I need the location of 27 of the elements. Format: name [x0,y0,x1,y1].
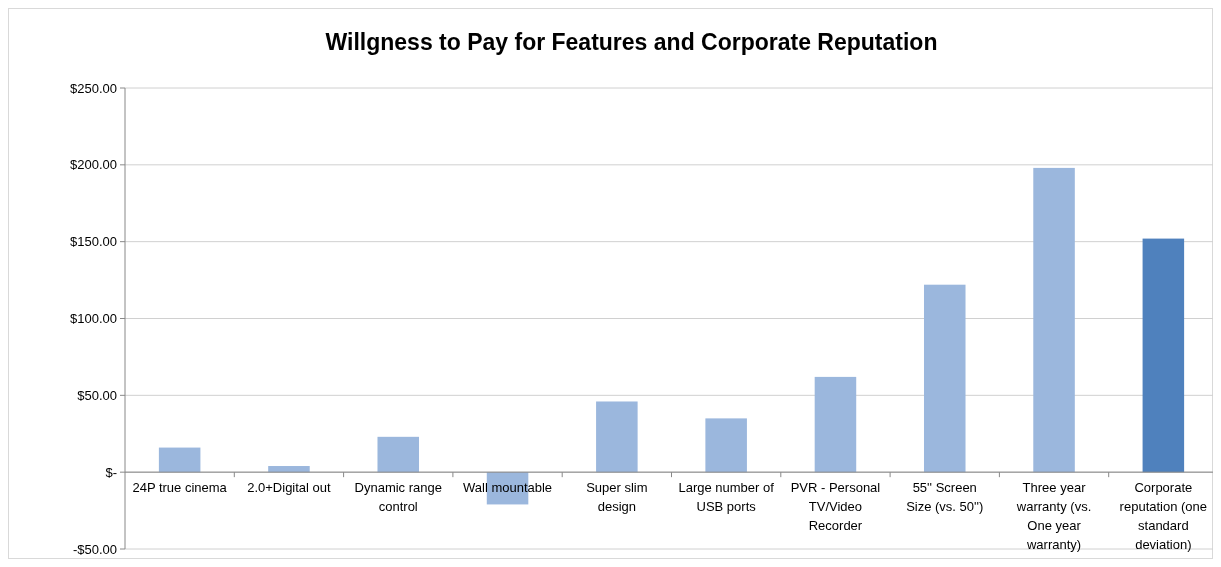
y-tick-label: -$50.00 [72,541,117,557]
x-tick-label: PVR - Personal TV/Video Recorder [790,480,881,534]
bar [268,466,310,473]
y-tick-label: $250.00 [70,80,117,96]
y-tick-label: $150.00 [70,234,117,250]
x-tick-label: 2.0+Digital out [247,480,332,496]
x-tick-label: Super slim design [586,480,648,515]
bar [1142,238,1185,473]
y-tick-label: $200.00 [70,157,117,173]
x-tick-label: Large number of USB ports [678,480,775,515]
bar [1033,167,1075,473]
x-tick-label: Corporate reputation (one standard deviation) [1119,480,1208,553]
x-tick-label: Three year warranty (vs. One year warranty) [1015,480,1092,553]
x-tick-label: Dynamic range control [354,480,442,515]
y-tick-label: $- [105,464,117,480]
bar [158,447,201,473]
bar [923,284,966,473]
bar [377,436,420,473]
x-tick-label: Wall mountable [462,480,553,496]
y-tick-label: $100.00 [70,311,117,327]
bar [596,401,638,473]
x-tick-label: 24P true cinema [132,480,228,496]
y-tick-label: $50.00 [77,387,117,403]
x-tick-label: 55'' Screen Size (vs. 50'') [906,480,984,515]
chart-title: Willgness to Pay for Features and Corporate Reputation [325,29,938,55]
bar [705,418,747,473]
bar [814,376,857,473]
